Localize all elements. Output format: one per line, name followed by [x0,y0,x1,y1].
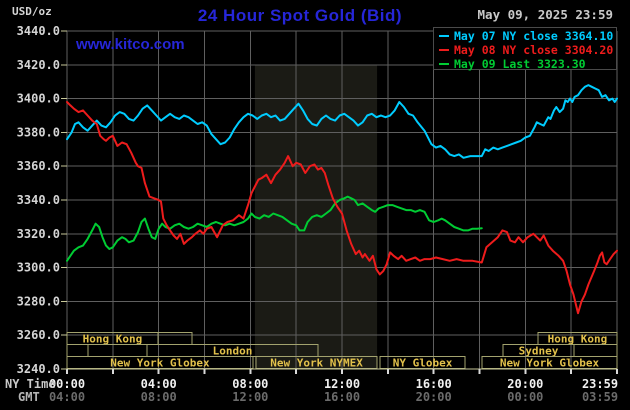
series-line-2 [66,195,483,262]
legend-swatch-may08 [439,49,449,51]
y-axis-tick-label: 3360.0 [17,159,60,173]
legend-label: May 09 Last 3323.30 [454,57,586,71]
y-axis-tick-label: 3340.0 [17,193,60,207]
y-axis-tick-label: 3320.0 [17,227,60,241]
legend-swatch-may07 [439,35,449,37]
session-label: London [213,345,253,358]
x-axis-tick-label-gmt: 16:00 [324,390,360,404]
y-axis-tick-label: 3260.0 [17,328,60,342]
x-axis-tick-label-gmt: 03:59 [582,390,618,404]
legend-label: May 08 NY close 3304.20 [454,43,614,57]
x-axis-tick-label-gmt: 00:00 [507,390,543,404]
x-axis-tick-label-gmt: 08:00 [141,390,177,404]
kitco-watermark-link[interactable]: www.kitco.com [76,36,185,53]
datetime-label: May 09, 2025 23:59 [477,7,613,22]
x-axis-tick-label-ny: 20:00 [507,377,543,391]
x-axis-tick-label-ny: 16:00 [416,377,452,391]
x-axis-tick-label-gmt: 12:00 [232,390,268,404]
ny-time-axis-label: NY Time [5,377,56,391]
series-line-1 [66,101,618,315]
legend-label: May 07 NY close 3364.10 [454,29,614,43]
y-axis-tick-label: 3240.0 [17,362,60,376]
x-axis-tick-label-ny: 04:00 [141,377,177,391]
legend-swatch-may09 [439,63,449,65]
gmt-axis-label: GMT [18,390,40,404]
session-box [573,344,618,357]
session-label: Hong Kong [548,333,608,346]
session-label: NY Globex [393,357,453,370]
y-axis-tick-label: 3440.0 [17,24,60,38]
series-line-0 [66,84,618,159]
nymex-session-band [254,64,378,370]
y-axis-tick-label: 3400.0 [17,92,60,106]
session-label: New York NYMEX [270,357,363,370]
session-label: Sydney [519,345,559,358]
unit-label: USD/oz [12,5,52,18]
x-axis-tick-label-ny: 23:59 [582,377,618,391]
session-box [157,332,193,345]
y-axis-tick-label: 3280.0 [17,294,60,308]
x-axis-tick-label-ny: 00:00 [49,377,85,391]
x-axis-tick-label-gmt: 20:00 [416,390,452,404]
x-axis-tick-label-gmt: 04:00 [49,390,85,404]
y-axis-tick-label: 3300.0 [17,261,60,275]
y-axis-tick-label: 3380.0 [17,125,60,139]
legend: May 07 NY close 3364.10 May 08 NY close … [433,27,617,71]
session-label: New York Globex [500,357,600,370]
chart-title: 24 Hour Spot Gold (Bid) [197,6,403,25]
y-axis-tick-label: 3420.0 [17,58,60,72]
legend-item: May 09 Last 3323.30 [439,57,616,71]
legend-item: May 08 NY close 3304.20 [439,43,616,57]
x-axis-tick-label-ny: 12:00 [324,377,360,391]
session-box [66,344,89,357]
legend-item: May 07 NY close 3364.10 [439,29,616,43]
session-box [87,344,148,357]
session-label: New York Globex [110,357,210,370]
x-axis-tick-label-ny: 08:00 [232,377,268,391]
session-label: Hong Kong [83,333,143,346]
